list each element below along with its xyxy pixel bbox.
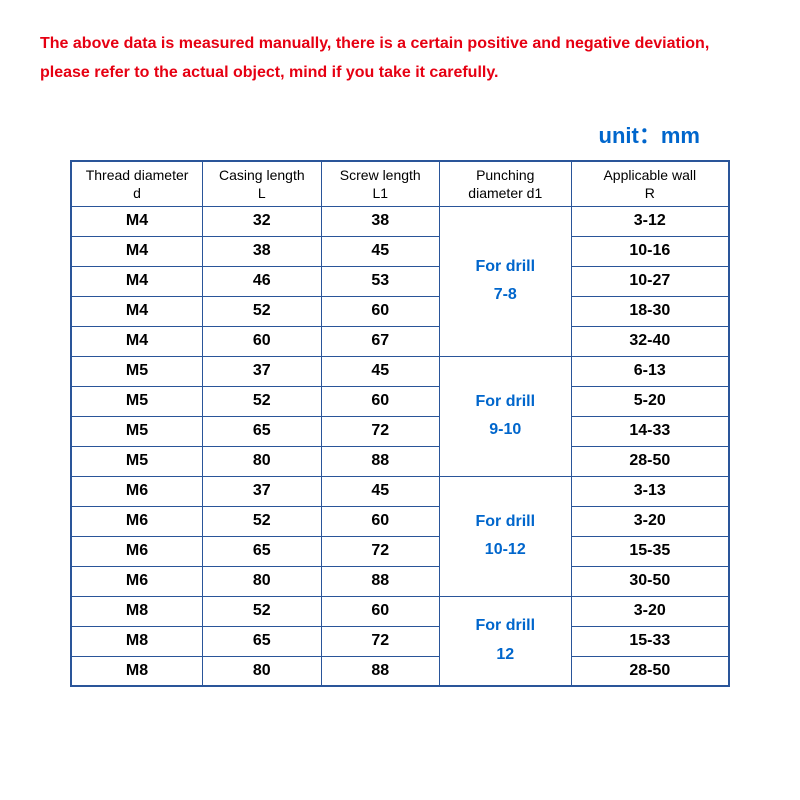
cell-thread-diameter: M4 [71,206,203,236]
cell-applicable-wall: 15-33 [571,626,729,656]
table-row: M45260 18-30 [71,296,729,326]
cell-thread-diameter: M5 [71,416,203,446]
table-row: M63745For drill10-123-13 [71,476,729,506]
table-row: M68088 30-50 [71,566,729,596]
cell-applicable-wall: 10-27 [571,266,729,296]
spec-table: Thread diameter d Casing length L Screw … [70,160,730,688]
cell-casing-length: 52 [203,296,321,326]
cell-applicable-wall: 5-20 [571,386,729,416]
header-punching-diameter: Punching diameter d1 [439,161,571,207]
cell-screw-length: 53 [321,266,439,296]
table-row: M44653 10-27 [71,266,729,296]
cell-screw-length: 45 [321,356,439,386]
cell-screw-length: 60 [321,296,439,326]
cell-casing-length: 38 [203,236,321,266]
cell-screw-length: 72 [321,626,439,656]
cell-casing-length: 46 [203,266,321,296]
table-row: M43238For drill7-83-12 [71,206,729,236]
disclaimer-text: The above data is measured manually, the… [20,30,780,88]
cell-applicable-wall: 28-50 [571,656,729,686]
cell-drill-spec: For drill9-10 [439,356,571,476]
cell-screw-length: 88 [321,656,439,686]
cell-drill-spec: For drill12 [439,596,571,686]
cell-casing-length: 80 [203,446,321,476]
cell-applicable-wall: 28-50 [571,446,729,476]
cell-screw-length: 60 [321,386,439,416]
cell-thread-diameter: M6 [71,476,203,506]
cell-thread-diameter: M4 [71,326,203,356]
cell-thread-diameter: M4 [71,236,203,266]
cell-applicable-wall: 32-40 [571,326,729,356]
cell-screw-length: 88 [321,446,439,476]
cell-applicable-wall: 3-12 [571,206,729,236]
table-row: M58088 28-50 [71,446,729,476]
cell-thread-diameter: M6 [71,566,203,596]
cell-thread-diameter: M4 [71,266,203,296]
cell-screw-length: 60 [321,596,439,626]
cell-thread-diameter: M4 [71,296,203,326]
cell-casing-length: 60 [203,326,321,356]
table-row: M65260 3-20 [71,506,729,536]
header-screw-length: Screw length L1 [321,161,439,207]
cell-thread-diameter: M8 [71,626,203,656]
cell-applicable-wall: 3-13 [571,476,729,506]
table-row: M43845 10-16 [71,236,729,266]
cell-screw-length: 67 [321,326,439,356]
cell-screw-length: 45 [321,476,439,506]
cell-casing-length: 32 [203,206,321,236]
table-row: M53745For drill9-106-13 [71,356,729,386]
cell-casing-length: 52 [203,386,321,416]
cell-applicable-wall: 6-13 [571,356,729,386]
cell-thread-diameter: M5 [71,446,203,476]
cell-casing-length: 65 [203,536,321,566]
cell-screw-length: 88 [321,566,439,596]
cell-applicable-wall: 14-33 [571,416,729,446]
cell-casing-length: 52 [203,506,321,536]
unit-label: unit：mm [20,118,780,150]
cell-casing-length: 52 [203,596,321,626]
cell-screw-length: 38 [321,206,439,236]
cell-drill-spec: For drill7-8 [439,206,571,356]
cell-drill-spec: For drill10-12 [439,476,571,596]
table-row: M88088 28-50 [71,656,729,686]
cell-thread-diameter: M6 [71,506,203,536]
table-row: M55260 5-20 [71,386,729,416]
cell-applicable-wall: 3-20 [571,596,729,626]
cell-applicable-wall: 18-30 [571,296,729,326]
cell-thread-diameter: M5 [71,356,203,386]
cell-casing-length: 37 [203,476,321,506]
header-row: Thread diameter d Casing length L Screw … [71,161,729,207]
cell-casing-length: 65 [203,416,321,446]
cell-applicable-wall: 10-16 [571,236,729,266]
table-row: M85260For drill123-20 [71,596,729,626]
cell-casing-length: 80 [203,566,321,596]
cell-screw-length: 60 [321,506,439,536]
cell-applicable-wall: 15-35 [571,536,729,566]
cell-thread-diameter: M6 [71,536,203,566]
cell-casing-length: 80 [203,656,321,686]
cell-screw-length: 72 [321,536,439,566]
table-row: M56572 14-33 [71,416,729,446]
cell-applicable-wall: 30-50 [571,566,729,596]
cell-thread-diameter: M8 [71,656,203,686]
cell-screw-length: 72 [321,416,439,446]
cell-applicable-wall: 3-20 [571,506,729,536]
header-thread-diameter: Thread diameter d [71,161,203,207]
table-row: M86572 15-33 [71,626,729,656]
header-casing-length: Casing length L [203,161,321,207]
cell-casing-length: 65 [203,626,321,656]
table-row: M46067 32-40 [71,326,729,356]
cell-screw-length: 45 [321,236,439,266]
cell-casing-length: 37 [203,356,321,386]
cell-thread-diameter: M5 [71,386,203,416]
header-applicable-wall: Applicable wall R [571,161,729,207]
cell-thread-diameter: M8 [71,596,203,626]
table-row: M66572 15-35 [71,536,729,566]
table-container: Thread diameter d Casing length L Screw … [20,160,780,688]
